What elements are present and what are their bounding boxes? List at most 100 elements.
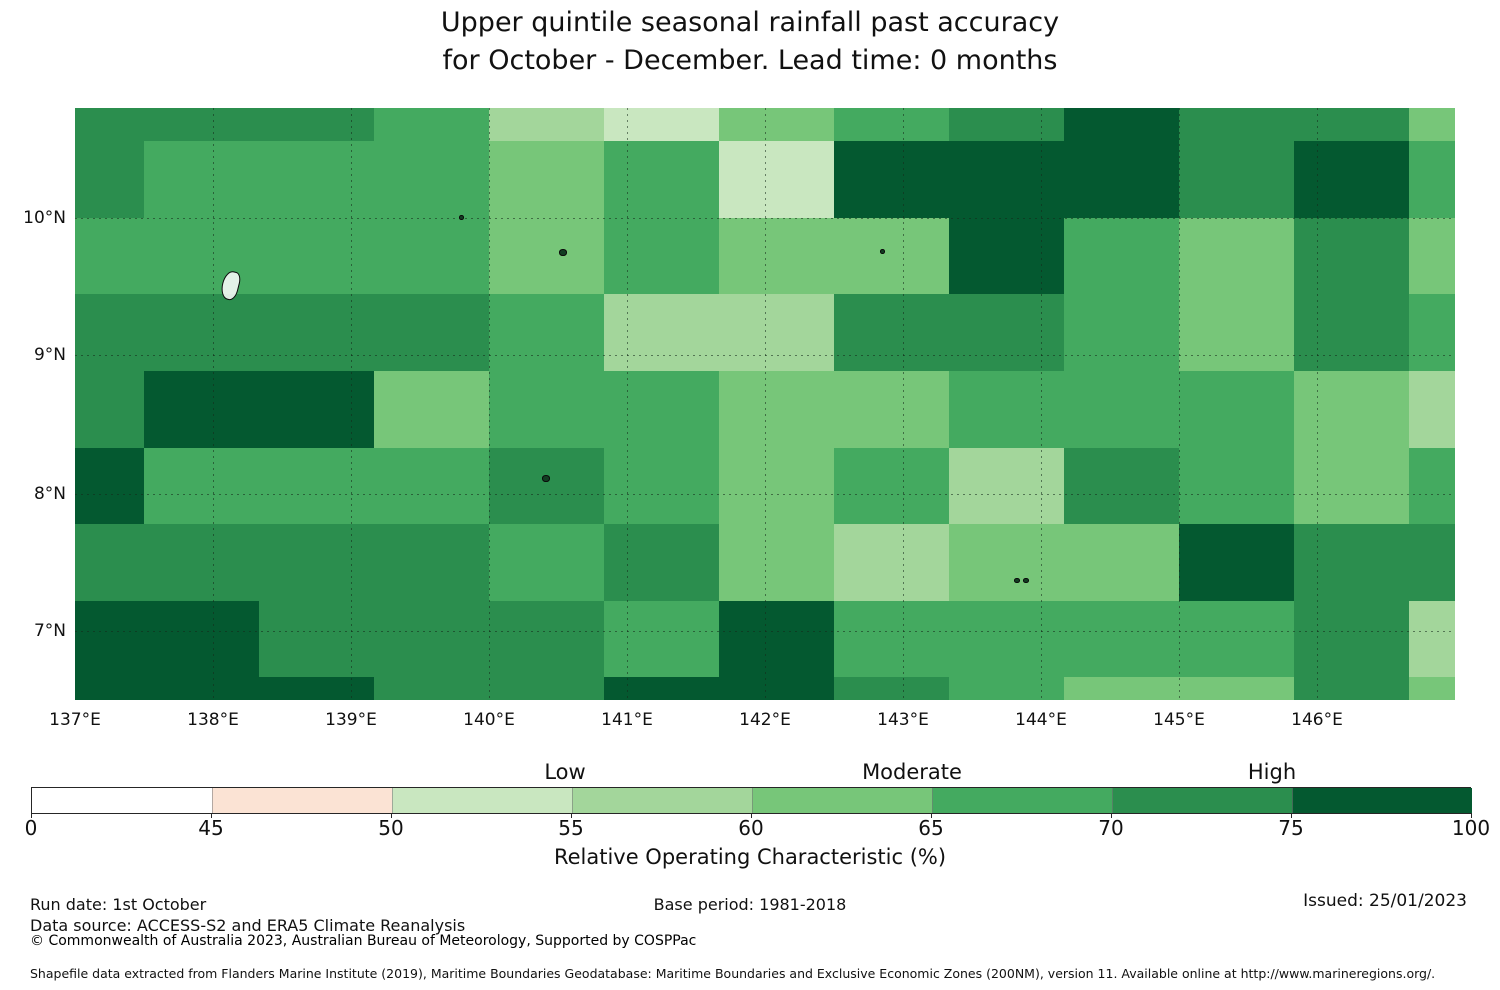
- colorbar-bin: [752, 788, 932, 813]
- map-cell: [1179, 677, 1295, 700]
- colorbar-tick-mark: [751, 813, 752, 818]
- map-cell: [1064, 108, 1180, 142]
- map-cell: [719, 371, 835, 449]
- colorbar-bin: [1112, 788, 1292, 813]
- map-cell: [949, 677, 1065, 700]
- map-cell: [1409, 141, 1455, 219]
- map-cell: [374, 677, 490, 700]
- map-cell: [1409, 371, 1455, 449]
- colorbar-tick-mark: [571, 813, 572, 818]
- map-cell: [75, 524, 145, 602]
- y-axis-tick-label: 8°N: [33, 484, 66, 504]
- map-cell: [1064, 601, 1180, 678]
- colorbar-bin: [1292, 788, 1472, 813]
- colorbar-section-label: High: [1247, 760, 1297, 784]
- map-cell: [719, 218, 835, 295]
- map-cell: [834, 371, 950, 449]
- map-cell: [1179, 218, 1295, 295]
- map-cell: [949, 524, 1065, 602]
- x-axis-tick-label: 146°E: [1291, 710, 1343, 730]
- map-cell: [259, 677, 375, 700]
- map-cell: [834, 524, 950, 602]
- map-cell: [1064, 294, 1180, 372]
- y-axis-tick-label: 10°N: [23, 208, 66, 228]
- map-cell: [144, 371, 260, 449]
- colorbar-tick-mark: [31, 813, 32, 818]
- map-cell: [374, 218, 490, 295]
- colorbar-tick-mark: [1291, 813, 1292, 818]
- y-axis-tick-label: 9°N: [33, 345, 66, 365]
- map-cell: [1179, 601, 1295, 678]
- map-cell: [1409, 294, 1455, 372]
- map-cell: [604, 448, 720, 525]
- map-cell: [604, 294, 720, 372]
- map-cell: [259, 141, 375, 219]
- map-cell: [1179, 448, 1295, 525]
- map-cell: [949, 218, 1065, 295]
- colorbar-bin: [212, 788, 392, 813]
- map-cell: [489, 218, 605, 295]
- map-cell: [374, 448, 490, 525]
- map-cell: [719, 108, 835, 142]
- colorbar-bin: [32, 788, 212, 813]
- copyright-text: © Commonwealth of Australia 2023, Austra…: [30, 933, 697, 949]
- latitude-gridline: [75, 631, 1455, 632]
- map-cell: [374, 524, 490, 602]
- map-cell: [75, 677, 145, 700]
- island-outline: [1023, 578, 1029, 583]
- colorbar-tick-mark: [931, 813, 932, 818]
- island-outline: [1014, 578, 1020, 583]
- x-axis-tick-label: 145°E: [1153, 710, 1205, 730]
- map-cell: [1064, 218, 1180, 295]
- chart-title: Upper quintile seasonal rainfall past ac…: [0, 4, 1500, 80]
- map-cell: [75, 218, 145, 295]
- longitude-gridline: [765, 108, 766, 700]
- longitude-gridline: [1179, 108, 1180, 700]
- map-cell: [374, 294, 490, 372]
- shapefile-attribution-text: Shapefile data extracted from Flanders M…: [30, 966, 1436, 981]
- map-cell: [834, 448, 950, 525]
- map-cell: [259, 218, 375, 295]
- map-cell: [1294, 218, 1410, 295]
- map-cell: [75, 371, 145, 449]
- map-cell: [1294, 294, 1410, 372]
- map-cell: [1294, 524, 1410, 602]
- map-cell: [949, 108, 1065, 142]
- map-cell: [604, 601, 720, 678]
- map-cell: [1064, 448, 1180, 525]
- chart-title-line1: Upper quintile seasonal rainfall past ac…: [440, 7, 1060, 38]
- x-axis-tick-label: 143°E: [877, 710, 929, 730]
- chart-title-line2: for October - December. Lead time: 0 mon…: [442, 45, 1058, 76]
- map-cell: [374, 371, 490, 449]
- map-cell: [719, 677, 835, 700]
- map-cell: [1409, 677, 1455, 700]
- colorbar-tick-label: 50: [378, 816, 404, 840]
- latitude-gridline: [75, 218, 1455, 219]
- data-source-text: Data source: ACCESS-S2 and ERA5 Climate …: [30, 916, 466, 935]
- colorbar-axis-label: Relative Operating Characteristic (%): [553, 845, 947, 869]
- colorbar-bin: [932, 788, 1112, 813]
- map-cell: [75, 294, 145, 372]
- map-cell: [1294, 448, 1410, 525]
- map-cell: [374, 601, 490, 678]
- map-cell: [1409, 218, 1455, 295]
- longitude-gridline: [903, 108, 904, 700]
- map-cell: [489, 524, 605, 602]
- map-cell: [374, 141, 490, 219]
- map-cell: [604, 371, 720, 449]
- x-axis-tick-label: 144°E: [1015, 710, 1067, 730]
- map-cell: [144, 108, 260, 142]
- map-cell: [949, 141, 1065, 219]
- x-axis-tick-label: 140°E: [463, 710, 515, 730]
- map-cell: [489, 448, 605, 525]
- longitude-gridline: [351, 108, 352, 700]
- map-cell: [489, 108, 605, 142]
- colorbar-bin: [572, 788, 752, 813]
- map-cell: [1179, 294, 1295, 372]
- map-cell: [259, 108, 375, 142]
- map-cell: [144, 601, 260, 678]
- map-cell: [604, 524, 720, 602]
- longitude-gridline: [213, 108, 214, 700]
- map-cell: [604, 218, 720, 295]
- map-cell: [489, 294, 605, 372]
